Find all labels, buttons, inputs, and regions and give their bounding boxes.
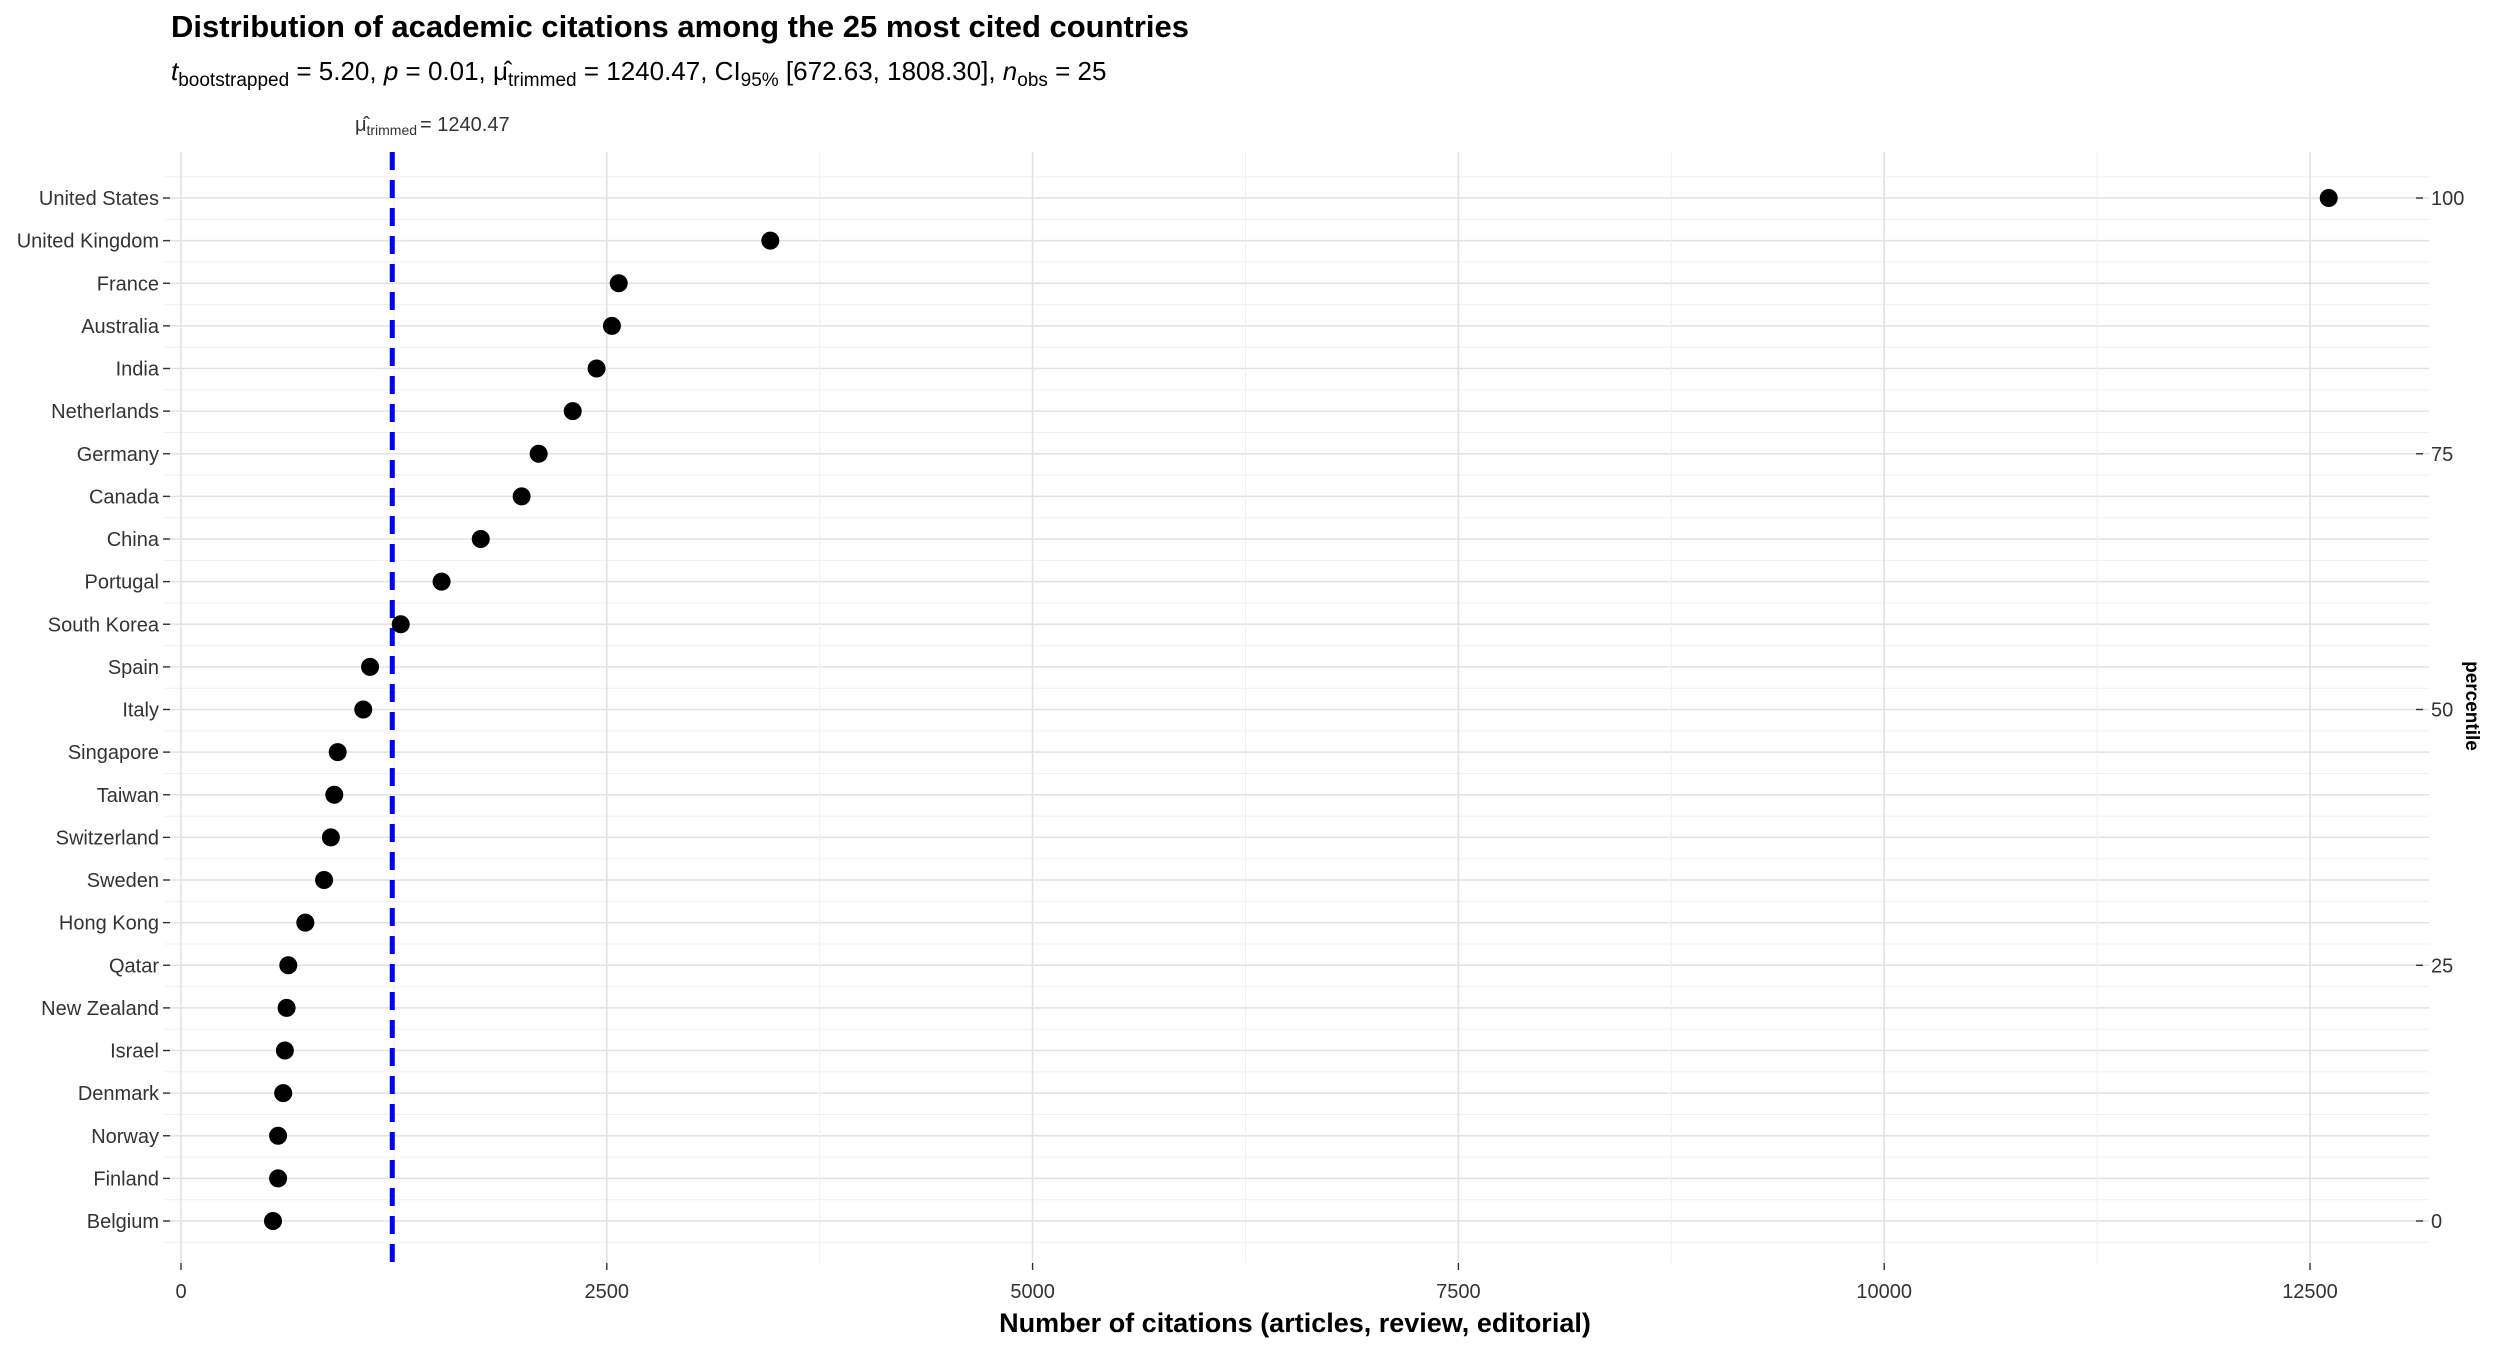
data-point: [602, 316, 621, 335]
data-point: [277, 998, 296, 1017]
subtitle-t-val: = 5.20,: [289, 56, 384, 86]
data-point: [391, 615, 410, 634]
x-tick-label: 7500: [1436, 1281, 1481, 1303]
y-tick-label: Australia: [81, 316, 160, 338]
subtitle-p-label: p: [383, 56, 398, 86]
y-tick-label: South Korea: [48, 614, 160, 636]
y-tick-label: Belgium: [87, 1211, 159, 1233]
y-tick-label: Finland: [93, 1168, 159, 1190]
subtitle-t-sub: bootstrapped: [178, 70, 289, 91]
mean-line-label: μ̂trimmed = 1240.47: [355, 114, 510, 138]
data-point: [471, 530, 490, 548]
x-tick-label: 5000: [1010, 1281, 1055, 1303]
y-tick-label: Taiwan: [97, 785, 159, 807]
data-point: [2319, 189, 2338, 207]
chart-title: Distribution of academic citations among…: [171, 9, 1189, 44]
right-tick-label: 25: [2431, 955, 2453, 977]
x-tick-label: 12500: [2282, 1281, 2338, 1303]
data-point: [274, 1084, 293, 1103]
data-point: [609, 274, 628, 293]
data-point: [315, 871, 334, 889]
y-tick-label: Singapore: [68, 742, 159, 764]
subtitle-mu-sub: trimmed: [508, 70, 577, 91]
data-point: [761, 231, 780, 250]
y-tick-label: Spain: [108, 657, 159, 679]
y-tick-label: Germany: [77, 444, 159, 466]
y-tick-label: Italy: [122, 700, 159, 722]
y-tick-label: India: [116, 359, 160, 381]
grid-layer: [163, 152, 2430, 1263]
y-tick-label: Israel: [110, 1041, 159, 1063]
x-tick-label: 2500: [585, 1281, 630, 1303]
data-point: [328, 743, 347, 762]
y-tick-label: France: [97, 273, 159, 295]
right-tick-label: 0: [2431, 1211, 2442, 1233]
data-point: [269, 1169, 288, 1188]
y-tick-label: Canada: [89, 486, 160, 508]
data-point: [563, 402, 582, 421]
data-point: [587, 359, 606, 378]
mean-label-sub: trimmed: [366, 122, 417, 138]
subtitle-t-label: t: [171, 56, 180, 86]
data-point: [354, 700, 373, 719]
data-point: [321, 828, 340, 847]
subtitle-ci-sub: 95%: [741, 70, 779, 91]
subtitle-ci-val: [672.63, 1808.30],: [779, 56, 1003, 86]
data-point: [361, 657, 380, 676]
data-point: [275, 1041, 294, 1060]
y-tick-label: Portugal: [85, 572, 160, 594]
x-tick-label: 10000: [1856, 1281, 1912, 1303]
subtitle-n-val: = 25: [1048, 56, 1107, 86]
points-layer: [263, 189, 2338, 1230]
data-point: [269, 1126, 288, 1145]
x-tick-label: 0: [175, 1281, 186, 1303]
subtitle-n-sub: obs: [1017, 70, 1048, 91]
y-tick-label: New Zealand: [41, 998, 159, 1020]
data-point: [296, 913, 315, 932]
y-tick-label: Denmark: [78, 1083, 160, 1105]
chart-subtitle: tbootstrapped = 5.20, p = 0.01, μ̂trimme…: [171, 56, 1106, 91]
x-axis-label: Number of citations (articles, review, e…: [999, 1308, 1591, 1338]
data-point: [279, 956, 298, 975]
right-tick-label: 100: [2431, 188, 2464, 210]
y-tick-label: Qatar: [109, 955, 159, 977]
y-tick-label: China: [107, 529, 160, 551]
mean-label-val: = 1240.47: [420, 114, 510, 136]
y-tick-label: United Kingdom: [17, 231, 159, 253]
subtitle-n-label: n: [1003, 56, 1017, 86]
y-tick-label: Switzerland: [56, 827, 159, 849]
y-tick-label: United States: [39, 188, 159, 210]
data-point: [325, 785, 344, 804]
data-point: [432, 572, 451, 591]
y-tick-label: Norway: [91, 1126, 159, 1148]
y-tick-label: Netherlands: [51, 401, 159, 423]
subtitle-p-val: = 0.01,: [398, 56, 493, 86]
data-point: [263, 1212, 282, 1230]
right-tick-label: 75: [2431, 444, 2453, 466]
right-axis-label: percentile: [2461, 661, 2482, 751]
y-tick-label: Hong Kong: [59, 913, 159, 935]
subtitle-mu-val: = 1240.47, CI: [577, 56, 741, 86]
data-point: [512, 487, 531, 506]
data-point: [529, 444, 548, 463]
y-tick-label: Sweden: [87, 870, 159, 892]
axis-layer: 0 2500 5000 7500 10000 12500 United States Unit…: [17, 188, 2465, 1303]
right-tick-label: 50: [2431, 700, 2453, 722]
